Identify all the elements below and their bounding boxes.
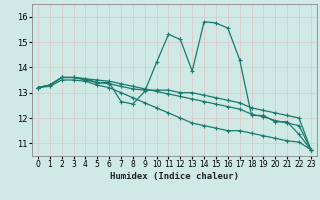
X-axis label: Humidex (Indice chaleur): Humidex (Indice chaleur)	[110, 172, 239, 181]
